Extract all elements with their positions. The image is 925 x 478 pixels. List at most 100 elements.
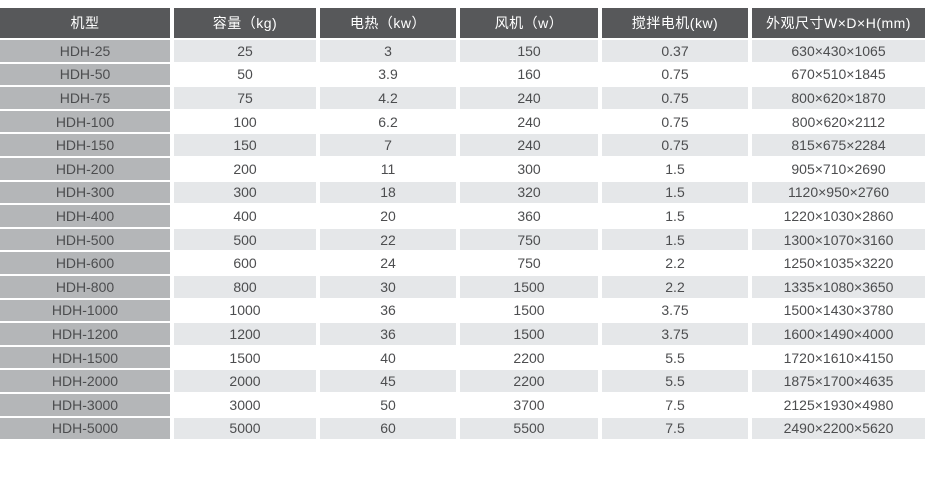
heating-cell: 18 [318,180,460,206]
table-row: HDH-5000 5000 60 5500 7.5 2490×2200×5620 [0,416,925,442]
fan-cell: 5500 [458,416,602,442]
fan-cell: 240 [458,86,602,111]
column-header-heating: 电热（kw） [318,8,460,40]
heating-cell: 3.9 [318,62,460,88]
model-cell: HDH-600 [0,251,174,276]
motor-cell: 7.5 [600,392,752,418]
motor-cell: 1.5 [600,180,752,206]
motor-cell: 1.5 [600,156,752,182]
model-cell: HDH-1000 [0,298,174,324]
capacity-cell: 1200 [172,322,320,347]
dimensions-cell: 1875×1700×4635 [750,369,925,394]
spec-table: 机型 容量（kg) 电热（kw） 风机（w） 搅拌电机(kw) 外观尺寸W×D×… [0,8,925,442]
capacity-cell: 3000 [172,392,320,418]
model-cell: HDH-50 [0,62,174,88]
capacity-cell: 600 [172,251,320,276]
table-row: HDH-25 25 3 150 0.37 630×430×1065 [0,39,925,64]
motor-cell: 1.5 [600,227,752,253]
capacity-cell: 100 [172,109,320,135]
model-cell: HDH-3000 [0,392,174,418]
dimensions-cell: 1335×1080×3650 [750,274,925,300]
table-row: HDH-200 200 11 300 1.5 905×710×2690 [0,156,925,182]
motor-cell: 0.37 [600,39,752,64]
heating-cell: 40 [318,345,460,371]
dimensions-cell: 1220×1030×2860 [750,204,925,229]
capacity-cell: 200 [172,156,320,182]
capacity-cell: 50 [172,62,320,88]
motor-cell: 3.75 [600,298,752,324]
fan-cell: 1500 [458,274,602,300]
motor-cell: 0.75 [600,133,752,158]
capacity-cell: 800 [172,274,320,300]
column-header-motor: 搅拌电机(kw) [600,8,752,40]
model-cell: HDH-500 [0,227,174,253]
motor-cell: 0.75 [600,86,752,111]
heating-cell: 4.2 [318,86,460,111]
dimensions-cell: 670×510×1845 [750,62,925,88]
capacity-cell: 5000 [172,416,320,442]
heating-cell: 7 [318,133,460,158]
motor-cell: 1.5 [600,204,752,229]
model-cell: HDH-100 [0,109,174,135]
model-cell: HDH-300 [0,180,174,206]
motor-cell: 5.5 [600,345,752,371]
table-row: HDH-3000 3000 50 3700 7.5 2125×1930×4980 [0,392,925,418]
fan-cell: 1500 [458,298,602,324]
dimensions-cell: 1300×1070×3160 [750,227,925,253]
fan-cell: 360 [458,204,602,229]
dimensions-cell: 800×620×1870 [750,86,925,111]
heating-cell: 11 [318,156,460,182]
dimensions-cell: 905×710×2690 [750,156,925,182]
spec-table-header: 机型 容量（kg) 电热（kw） 风机（w） 搅拌电机(kw) 外观尺寸W×D×… [0,8,925,40]
capacity-cell: 300 [172,180,320,206]
model-cell: HDH-200 [0,156,174,182]
column-header-capacity: 容量（kg) [172,8,320,40]
heating-cell: 22 [318,227,460,253]
fan-cell: 240 [458,133,602,158]
fan-cell: 750 [458,227,602,253]
dimensions-cell: 2125×1930×4980 [750,392,925,418]
column-header-dimensions: 外观尺寸W×D×H(mm) [750,8,925,40]
capacity-cell: 150 [172,133,320,158]
capacity-cell: 75 [172,86,320,111]
table-row: HDH-500 500 22 750 1.5 1300×1070×3160 [0,227,925,253]
spec-table-body: HDH-25 25 3 150 0.37 630×430×1065 HDH-50 50 3.9 1… [0,39,925,442]
heating-cell: 20 [318,204,460,229]
heating-cell: 50 [318,392,460,418]
dimensions-cell: 1720×1610×4150 [750,345,925,371]
capacity-cell: 400 [172,204,320,229]
fan-cell: 300 [458,156,602,182]
motor-cell: 3.75 [600,322,752,347]
table-row: HDH-75 75 4.2 240 0.75 800×620×1870 [0,86,925,111]
motor-cell: 0.75 [600,109,752,135]
table-row: HDH-1200 1200 36 1500 3.75 1600×1490×4000 [0,322,925,347]
dimensions-cell: 815×675×2284 [750,133,925,158]
dimensions-cell: 1250×1035×3220 [750,251,925,276]
dimensions-cell: 1600×1490×4000 [750,322,925,347]
heating-cell: 30 [318,274,460,300]
capacity-cell: 1500 [172,345,320,371]
model-cell: HDH-1500 [0,345,174,371]
motor-cell: 2.2 [600,251,752,276]
fan-cell: 160 [458,62,602,88]
dimensions-cell: 800×620×2112 [750,109,925,135]
dimensions-cell: 630×430×1065 [750,39,925,64]
heating-cell: 36 [318,322,460,347]
table-row: HDH-2000 2000 45 2200 5.5 1875×1700×4635 [0,369,925,394]
heating-cell: 45 [318,369,460,394]
model-cell: HDH-5000 [0,416,174,442]
fan-cell: 2200 [458,345,602,371]
dimensions-cell: 2490×2200×5620 [750,416,925,442]
table-row: HDH-50 50 3.9 160 0.75 670×510×1845 [0,62,925,88]
fan-cell: 2200 [458,369,602,394]
dimensions-cell: 1500×1430×3780 [750,298,925,324]
fan-cell: 1500 [458,322,602,347]
motor-cell: 0.75 [600,62,752,88]
table-row: HDH-1500 1500 40 2200 5.5 1720×1610×4150 [0,345,925,371]
capacity-cell: 2000 [172,369,320,394]
header-row: 机型 容量（kg) 电热（kw） 风机（w） 搅拌电机(kw) 外观尺寸W×D×… [0,8,925,40]
fan-cell: 3700 [458,392,602,418]
table-row: HDH-600 600 24 750 2.2 1250×1035×3220 [0,251,925,276]
fan-cell: 320 [458,180,602,206]
table-row: HDH-800 800 30 1500 2.2 1335×1080×3650 [0,274,925,300]
